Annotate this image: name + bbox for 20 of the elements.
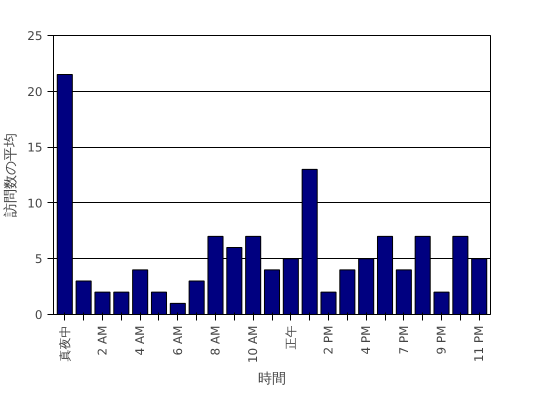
x-tick-label: 2 PM (322, 325, 336, 355)
x-tick-label: 2 AM (95, 325, 110, 356)
x-tick-label: 真夜中 (58, 326, 72, 362)
x-axis-title: 時間 (258, 371, 286, 388)
x-tick-label: 4 PM (359, 325, 374, 355)
y-tick-label: 15 (27, 140, 43, 155)
x-tick-label: 正午 (284, 326, 298, 350)
x-tick-label: 4 AM (133, 325, 148, 356)
x-tick-label: 8 AM (208, 325, 222, 356)
y-tick-label: 0 (34, 308, 43, 322)
y-tick-label: 20 (27, 84, 43, 99)
y-axis-title: 訪問数の平均 (3, 133, 20, 217)
x-tick-label: 9 PM (434, 325, 449, 355)
x-tick-label: 7 PM (396, 325, 411, 355)
x-tick-label: 10 AM (246, 325, 260, 364)
y-tick-label: 5 (34, 252, 43, 266)
y-tick-label: 25 (27, 29, 43, 43)
y-tick-label: 10 (27, 196, 43, 210)
x-tick-label: 6 AM (170, 325, 185, 356)
x-tick-label: 11 PM (472, 325, 486, 362)
